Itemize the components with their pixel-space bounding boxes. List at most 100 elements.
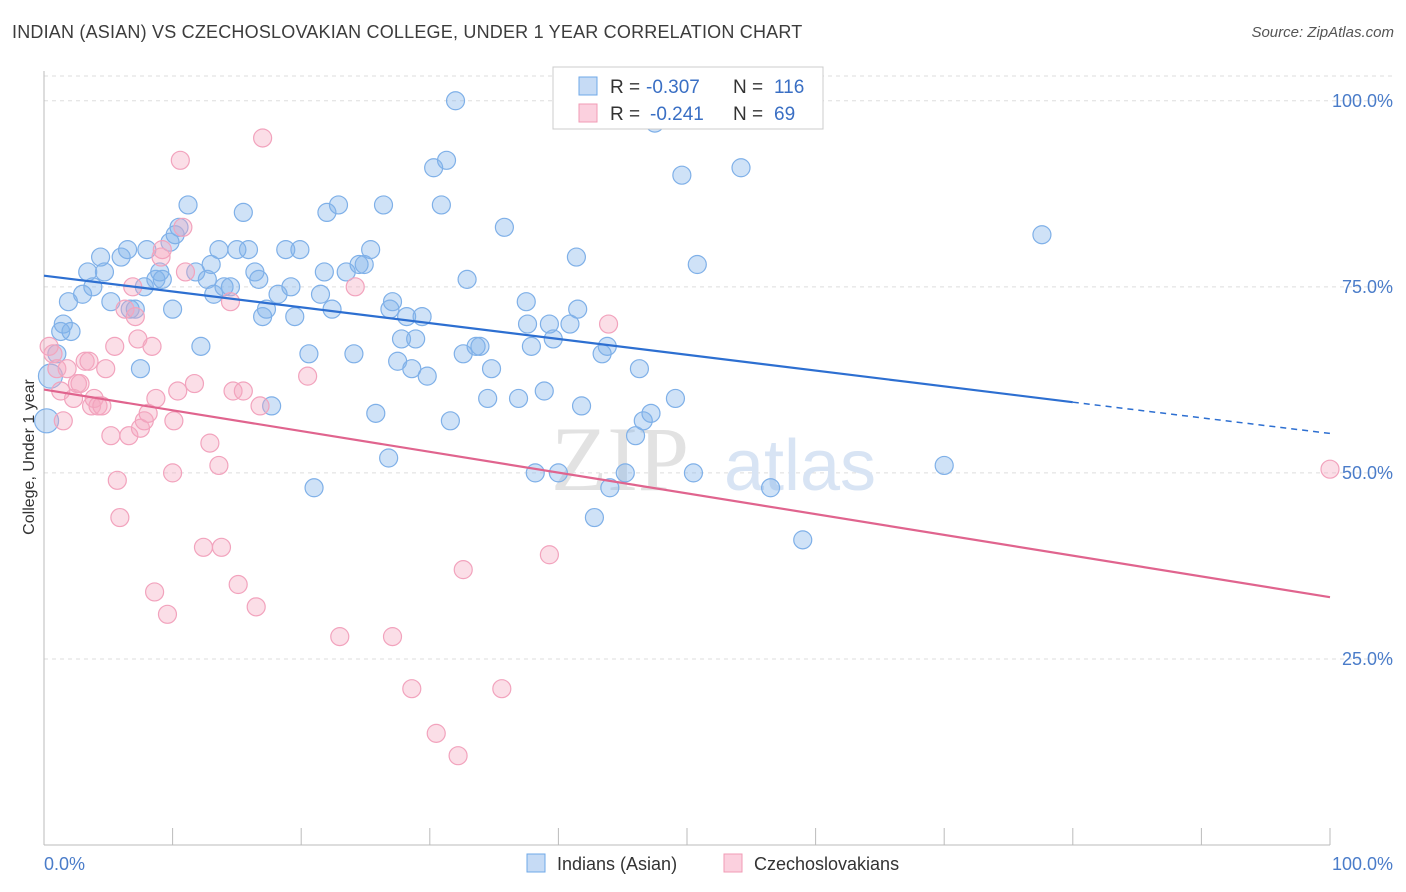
gridlines (44, 75, 1392, 660)
point-indians-asian (328, 195, 349, 215)
point-czechoslovakians (110, 507, 130, 528)
x-tick-label-max: 100.0% (1332, 854, 1393, 874)
point-czechoslovakians (539, 545, 559, 565)
y-tick-label: 25.0% (1342, 649, 1393, 669)
point-czechoslovakians (92, 396, 112, 416)
axes (43, 71, 1331, 846)
point-indians-asian (379, 448, 399, 468)
point-czechoslovakians (170, 150, 190, 170)
point-czechoslovakians (175, 262, 196, 282)
point-czechoslovakians (598, 314, 619, 334)
point-indians-asian (629, 359, 650, 379)
point-indians-asian (571, 396, 592, 416)
point-indians-asian (152, 269, 172, 289)
watermark: ZIP atlas (551, 408, 876, 510)
point-indians-asian (373, 195, 394, 215)
stats-r-label-1: R = (610, 77, 640, 98)
point-indians-asian (233, 202, 253, 223)
point-indians-asian (227, 240, 247, 260)
point-indians-asian (391, 329, 412, 349)
point-indians-asian (281, 277, 301, 297)
point-czechoslovakians (298, 366, 318, 386)
series-legend: Indians (Asian) Czechoslovakians (526, 853, 899, 874)
point-indians-asian (508, 388, 529, 409)
point-czechoslovakians (164, 411, 184, 431)
point-indians-asian (470, 336, 490, 356)
trendline-indians-asian (43, 274, 1073, 404)
point-czechoslovakians (151, 247, 171, 267)
point-czechoslovakians (101, 426, 121, 446)
point-indians-asian (683, 463, 704, 483)
point-indians-asian (72, 284, 93, 304)
point-indians-asian (262, 396, 282, 416)
point-indians-asian (349, 254, 369, 275)
trendlines (43, 274, 1331, 599)
point-czechoslovakians (233, 381, 253, 401)
x-tick-label-min: 0.0% (44, 854, 85, 874)
point-indians-asian (111, 247, 131, 267)
point-czechoslovakians (105, 336, 125, 356)
y-axis-label: College, Under 1 year (21, 379, 38, 535)
point-czechoslovakians (193, 537, 214, 557)
point-indians-asian (534, 381, 554, 401)
legend-label-indians: Indians (Asian) (557, 854, 677, 874)
watermark-zip: ZIP (551, 408, 689, 510)
legend-swatch-czechoslovakians (723, 853, 743, 873)
y-tick-label: 50.0% (1342, 463, 1393, 483)
source-label: Source: ZipAtlas.com (1251, 24, 1394, 41)
stats-swatch-blue (578, 76, 598, 96)
point-indians-asian (90, 247, 111, 267)
y-tick-label: 75.0% (1342, 277, 1393, 297)
point-indians-asian (1032, 225, 1052, 245)
point-indians-asian (440, 411, 460, 431)
point-indians-asian (687, 254, 707, 275)
point-indians-asian (665, 388, 686, 409)
point-czechoslovakians (43, 344, 63, 364)
point-czechoslovakians (163, 463, 183, 483)
point-czechoslovakians (453, 560, 473, 580)
point-czechoslovakians (173, 217, 193, 237)
point-indians-asian (731, 158, 751, 178)
point-czechoslovakians (330, 627, 350, 647)
point-indians-asian (600, 478, 620, 498)
point-czechoslovakians (228, 574, 248, 595)
point-czechoslovakians (47, 359, 67, 379)
point-indians-asian (406, 329, 426, 349)
point-indians-asian (402, 359, 422, 379)
point-czechoslovakians (426, 723, 446, 743)
point-indians-asian (436, 150, 457, 170)
point-indians-asian (539, 314, 559, 334)
point-indians-asian (417, 366, 437, 386)
point-indians-asian (566, 247, 587, 267)
point-indians-asian (625, 426, 646, 446)
point-indians-asian (322, 299, 342, 319)
point-indians-asian (516, 292, 536, 312)
point-indians-asian (130, 359, 151, 379)
point-indians-asian (478, 388, 498, 409)
point-indians-asian (51, 321, 71, 342)
point-czechoslovakians (79, 351, 99, 371)
point-indians-asian (163, 299, 183, 319)
point-czechoslovakians (157, 604, 178, 624)
point-czechoslovakians (200, 433, 220, 453)
point-indians-asian (494, 217, 514, 237)
point-indians-asian (431, 195, 451, 215)
point-indians-asian (238, 240, 259, 260)
point-czechoslovakians (107, 470, 127, 490)
point-indians-asian (521, 336, 541, 356)
point-indians-asian (94, 262, 115, 282)
point-czechoslovakians (70, 373, 90, 394)
point-indians-asian (53, 314, 73, 334)
point-indians-asian (934, 455, 954, 476)
point-indians-asian (314, 262, 334, 282)
point-czechoslovakians (146, 388, 166, 409)
point-czechoslovakians (142, 336, 162, 356)
trendline-czechoslovakians (43, 388, 1331, 599)
point-czechoslovakians (138, 403, 158, 423)
point-czechoslovakians (57, 359, 77, 379)
point-czechoslovakians (125, 306, 145, 327)
series-czechoslovakians (39, 128, 1340, 766)
stats-r-label-2: R = (610, 104, 640, 125)
point-czechoslovakians (250, 396, 270, 416)
